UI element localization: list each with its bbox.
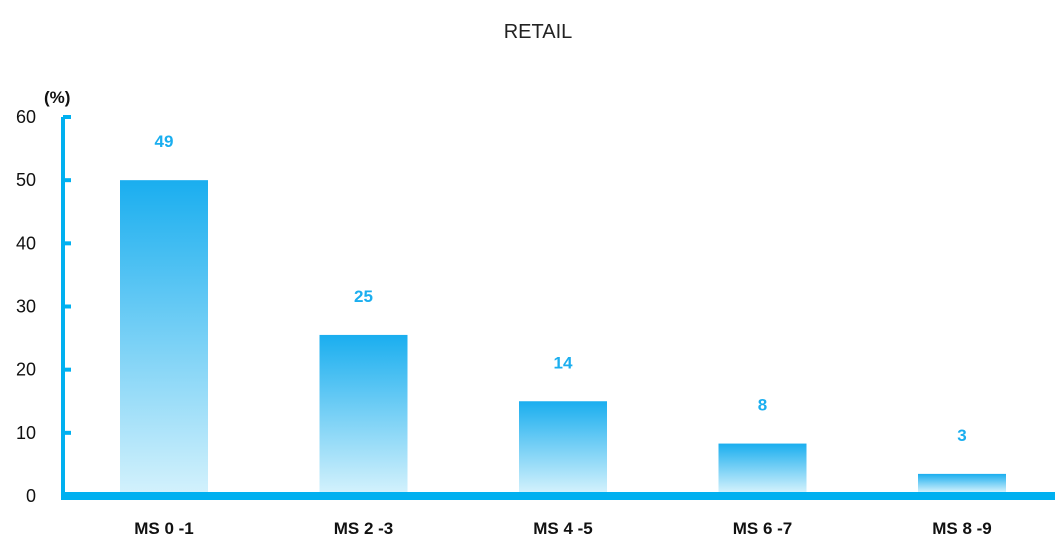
bar	[120, 180, 208, 492]
value-label: 8	[758, 396, 767, 415]
bars	[120, 180, 1006, 492]
y-axis	[61, 115, 1055, 500]
x-tick-label: MS 0 -1	[134, 519, 194, 538]
chart-title: RETAIL	[504, 21, 573, 43]
y-tick-label: 30	[16, 297, 36, 317]
x-tick-label: MS 6 -7	[733, 519, 793, 538]
y-tick-label: 50	[16, 170, 36, 190]
y-tick-label: 10	[16, 423, 36, 443]
y-tick-label: 20	[16, 360, 36, 380]
bar	[718, 443, 807, 492]
bar	[519, 401, 607, 492]
x-tick-label: MS 4 -5	[533, 519, 593, 538]
bar	[319, 334, 408, 492]
x-tick-label: MS 2 -3	[334, 519, 394, 538]
value-label: 14	[554, 353, 573, 372]
y-tick-label: 40	[16, 233, 36, 253]
bar	[918, 473, 1006, 492]
value-label: 25	[354, 287, 373, 306]
y-axis-unit-label: (%)	[44, 88, 70, 107]
value-labels: 49 25 14 8 3	[155, 132, 967, 445]
x-tick-label: MS 8 -9	[932, 519, 992, 538]
x-tick-labels: MS 0 -1 MS 2 -3 MS 4 -5 MS 6 -7 MS 8 -9	[134, 519, 992, 538]
y-tick-labels: 0 10 20 30 40 50 60	[16, 107, 36, 506]
value-label: 3	[957, 426, 966, 445]
value-label: 49	[155, 132, 174, 151]
y-tick-label: 0	[26, 486, 36, 506]
y-tick-label: 60	[16, 107, 36, 127]
